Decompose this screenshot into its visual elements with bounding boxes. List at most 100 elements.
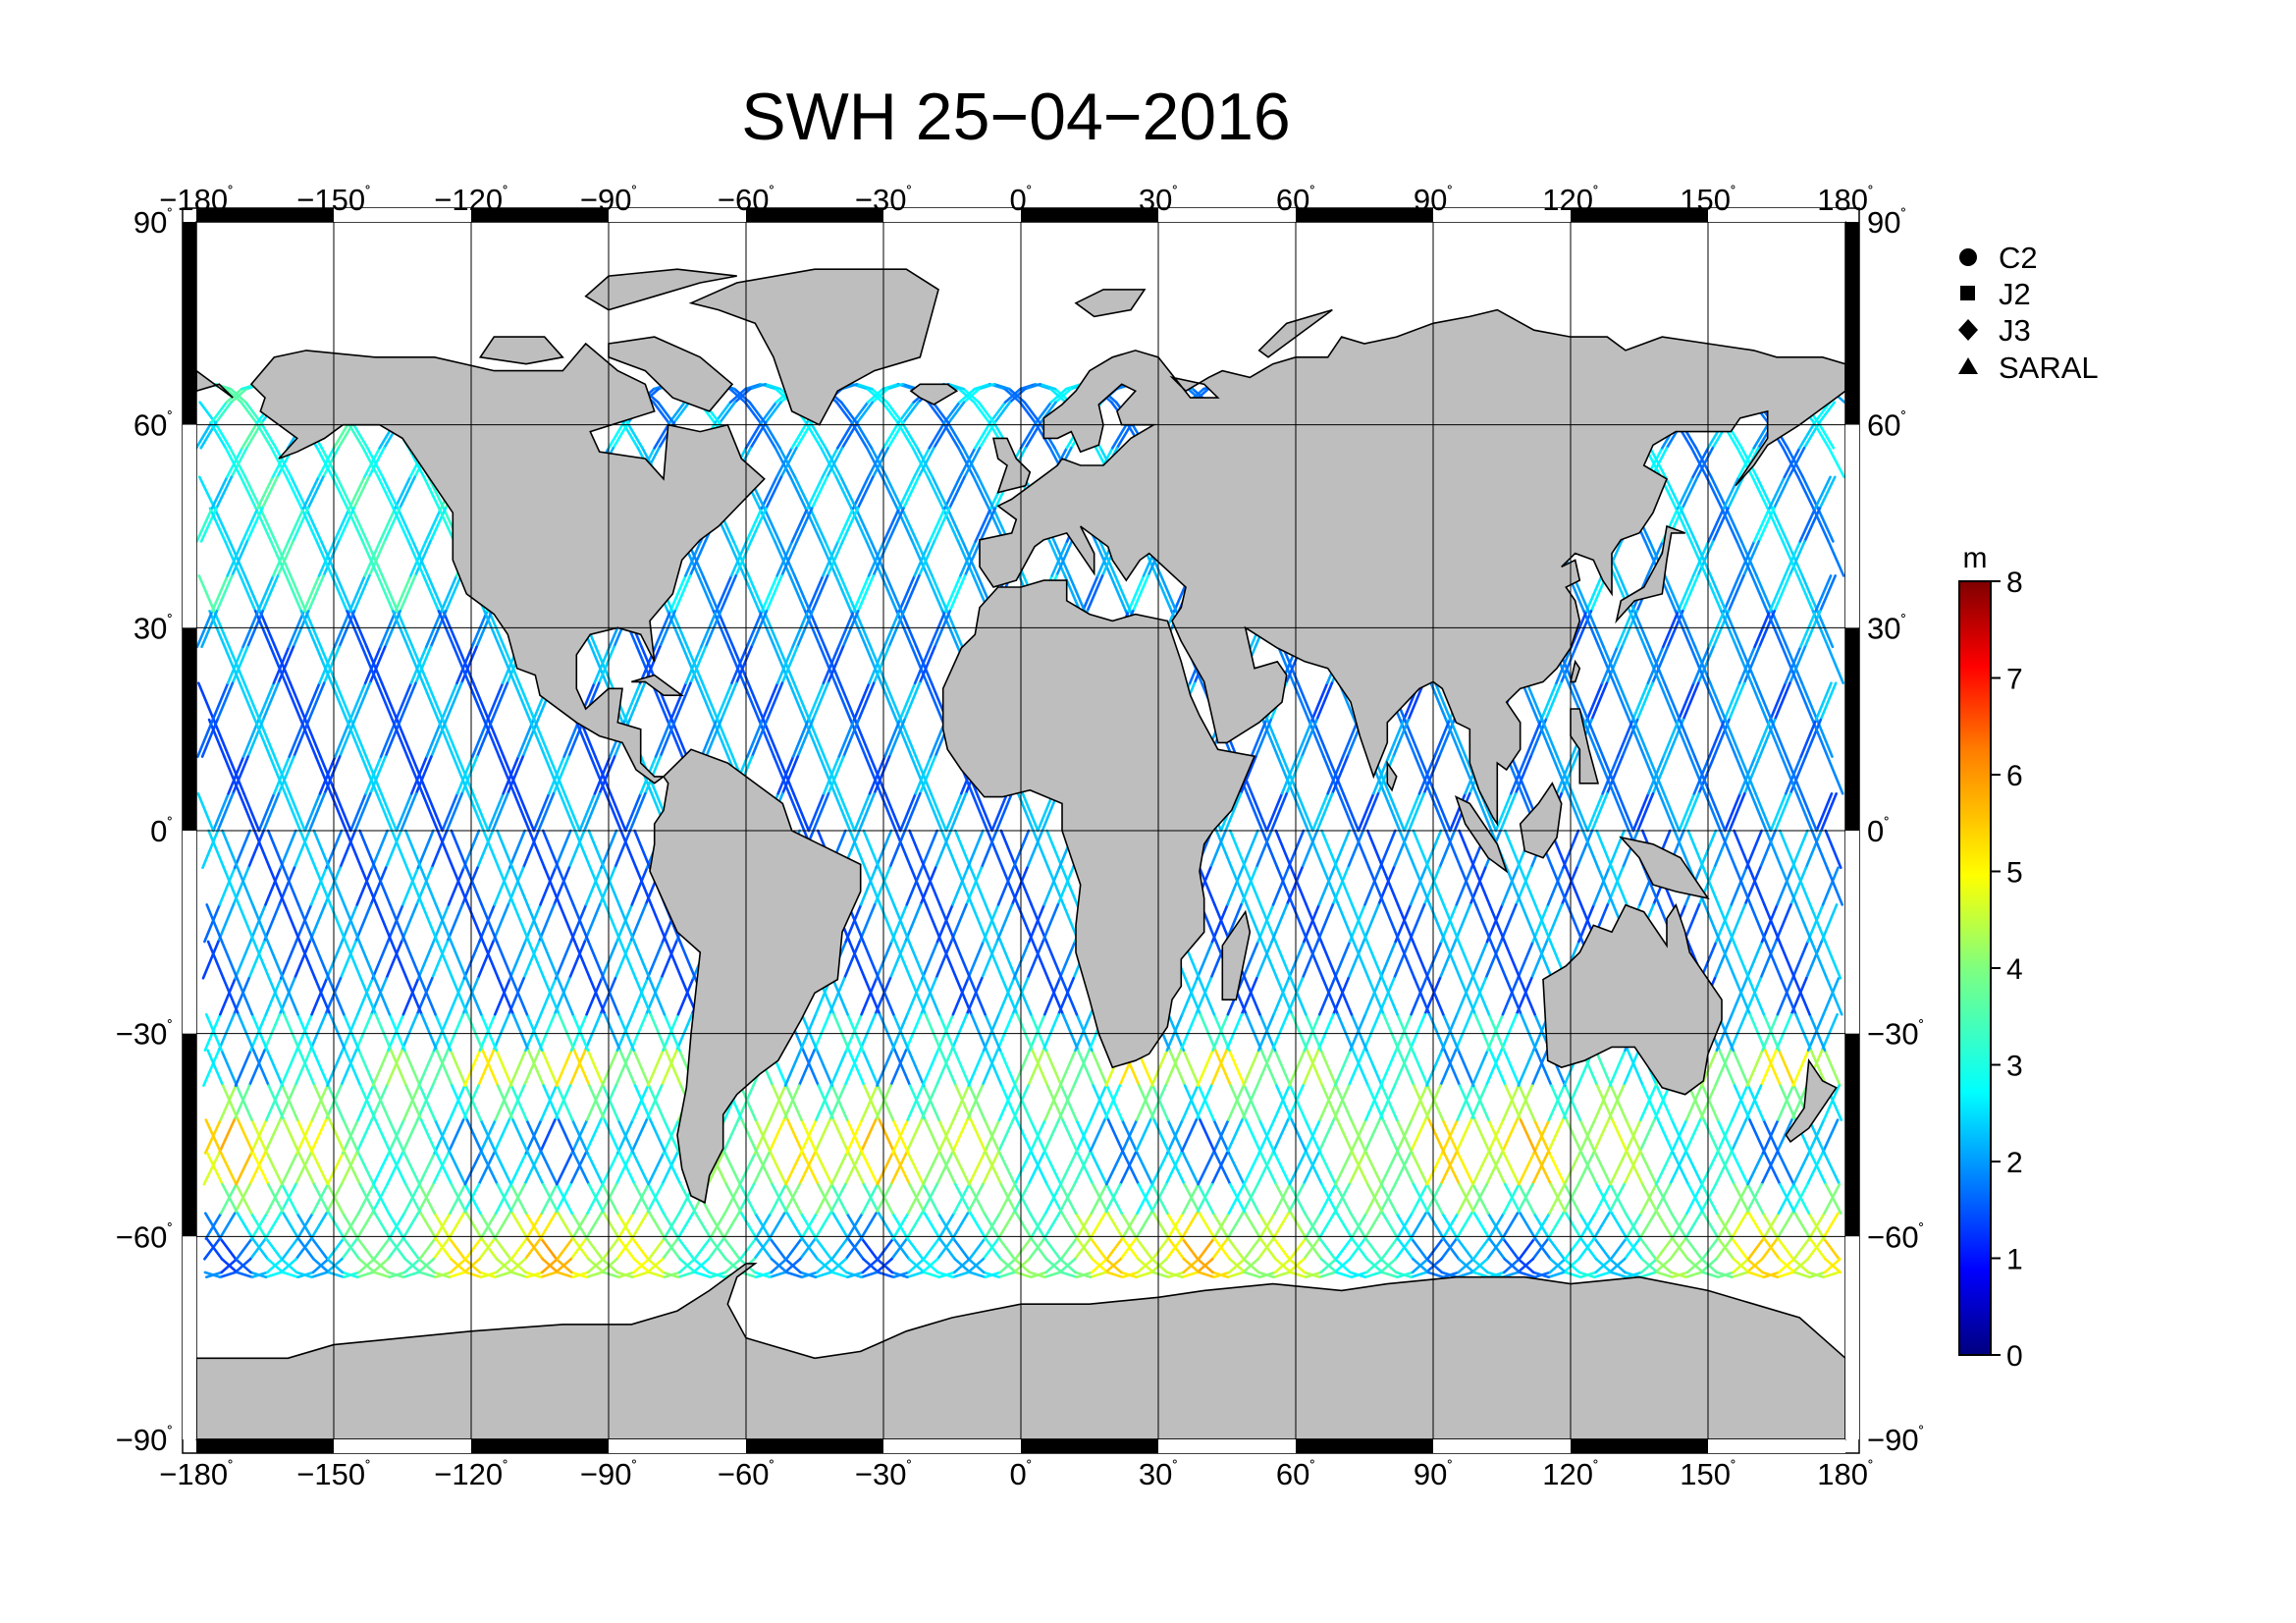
track-segment	[1683, 1212, 1702, 1240]
track-segment	[1320, 1084, 1339, 1121]
track-segment	[497, 866, 515, 906]
track-segment	[1745, 940, 1764, 980]
track-segment	[197, 574, 216, 613]
track-segment	[1516, 1084, 1534, 1121]
track-segment	[1530, 1049, 1549, 1087]
track-segment	[208, 609, 227, 649]
track-segment	[1811, 718, 1830, 758]
track-segment	[361, 540, 380, 577]
track-segment	[1132, 574, 1149, 613]
track-segment	[1244, 866, 1262, 906]
track-segment	[738, 1182, 757, 1215]
track-segment	[342, 1271, 361, 1278]
track-segment	[539, 1212, 558, 1240]
track-segment	[1363, 1212, 1382, 1240]
track-segment	[1824, 829, 1842, 870]
track-segment	[418, 1084, 437, 1121]
track-segment	[1623, 1237, 1641, 1261]
track-segment	[1750, 574, 1769, 613]
track-segment	[347, 475, 366, 511]
track-segment	[1408, 1012, 1426, 1052]
track-segment	[251, 1049, 271, 1087]
track-segment	[1407, 681, 1425, 722]
track-segment	[1819, 681, 1838, 722]
track-segment	[883, 718, 902, 758]
track-segment	[434, 1012, 453, 1052]
track-segment	[481, 940, 500, 980]
track-segment	[493, 976, 512, 1016]
track-segment	[483, 609, 502, 649]
track-segment	[1799, 791, 1818, 833]
track-segment	[1529, 718, 1548, 758]
track-segment	[525, 1212, 544, 1240]
land-iceland	[909, 383, 959, 406]
track-segment	[1696, 446, 1714, 479]
track-segment	[267, 1084, 286, 1121]
track-segment	[1731, 1152, 1749, 1186]
track-segment	[1166, 1118, 1184, 1155]
track-segment	[859, 866, 878, 906]
track-segment	[368, 645, 387, 685]
track-segment	[880, 574, 898, 613]
track-segment	[386, 1152, 404, 1186]
track-segment	[231, 540, 249, 577]
track-segment	[826, 446, 844, 479]
latitude-labels-right: 90˚60˚30˚0˚−30˚−60˚−90˚	[1867, 205, 1924, 1457]
track-segment	[1763, 903, 1782, 944]
track-segment	[869, 755, 887, 795]
track-segment	[1565, 866, 1582, 906]
track-segment	[240, 401, 258, 424]
track-segment	[1714, 1049, 1733, 1087]
track-segment	[1592, 866, 1611, 906]
track-segment	[922, 1182, 940, 1215]
track-segment	[615, 1237, 634, 1261]
track-segment	[327, 1084, 346, 1121]
frame-segment	[746, 208, 883, 222]
track-segment	[1098, 540, 1117, 577]
track-segment	[701, 574, 720, 613]
track-segment	[1443, 940, 1462, 980]
track-segment	[1042, 1118, 1060, 1155]
track-segment	[1771, 507, 1789, 543]
track-segment	[406, 540, 425, 577]
track-segment	[1651, 645, 1670, 685]
track-segment	[1319, 1049, 1338, 1087]
track-segment	[418, 976, 437, 1016]
track-segment	[1681, 475, 1699, 511]
track-segment	[317, 446, 336, 479]
track-segment	[969, 866, 988, 906]
track-segment	[1714, 1152, 1733, 1186]
track-segment	[217, 903, 236, 944]
track-segment	[204, 1118, 222, 1155]
track-segment	[1608, 1049, 1627, 1087]
track-segment	[1764, 940, 1783, 980]
track-segment	[665, 940, 683, 980]
lon-tick-label: −120˚	[434, 183, 508, 217]
track-segment	[1336, 1118, 1355, 1155]
track-segment	[1459, 866, 1477, 906]
track-segment	[1357, 791, 1375, 833]
track-segment	[1225, 1012, 1244, 1052]
track-segment	[197, 681, 215, 722]
track-segment	[1590, 681, 1609, 722]
track-segment	[1242, 1258, 1260, 1274]
track-segment	[948, 574, 967, 613]
track-segment	[678, 1182, 698, 1215]
track-segment	[314, 755, 333, 795]
track-segment	[302, 681, 321, 722]
track-segment	[526, 1152, 545, 1186]
track-segment	[721, 1118, 740, 1155]
track-segment	[1500, 1118, 1519, 1155]
track-segment	[1658, 791, 1677, 833]
track-segment	[1443, 1049, 1462, 1087]
diamond-marker-icon	[1958, 319, 1978, 341]
track-segment	[1742, 645, 1761, 685]
track-segment	[1474, 791, 1493, 833]
track-segment	[1637, 1118, 1656, 1155]
track-segment	[1274, 1182, 1293, 1215]
track-segment	[785, 1212, 804, 1240]
track-segment	[1411, 1049, 1429, 1087]
track-segment	[218, 1212, 237, 1240]
track-segment	[784, 1084, 803, 1121]
